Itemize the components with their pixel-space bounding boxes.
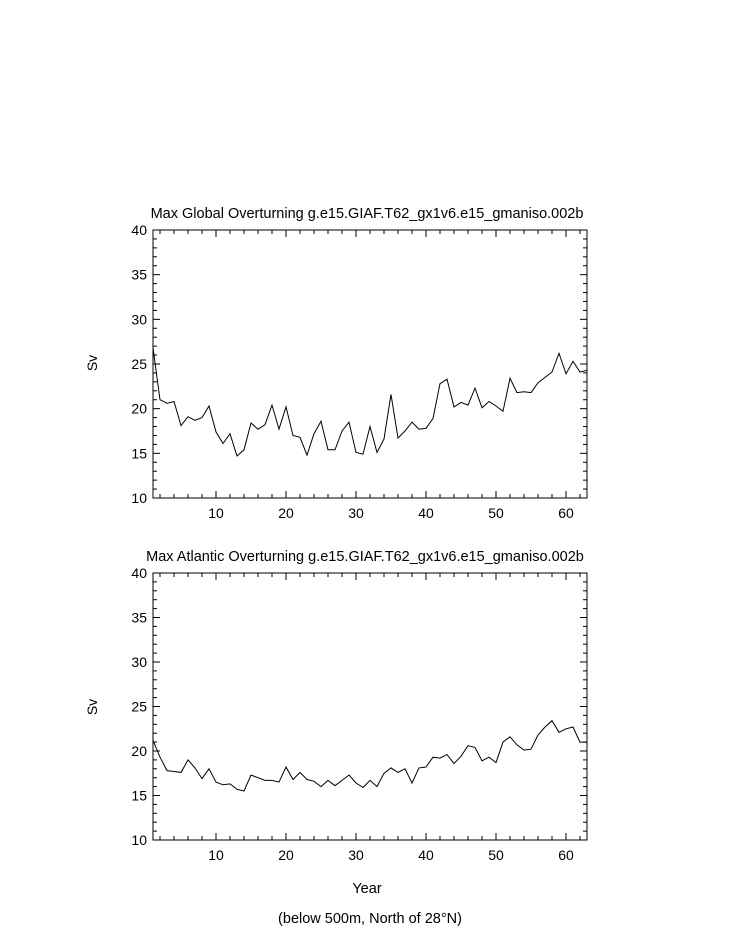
atlantic-series-line	[152, 719, 587, 792]
global-ytick-label: 40	[131, 222, 147, 238]
atlantic-ytick-label: 35	[131, 610, 147, 626]
global-xtick-label: 60	[558, 505, 574, 521]
global-xtick-label: 10	[208, 505, 224, 521]
atlantic-ytick-label: 30	[131, 654, 147, 670]
atlantic-chart-title: Max Atlantic Overturning g.e15.GIAF.T62_…	[146, 549, 584, 565]
atlantic-ytick-label: 40	[131, 565, 147, 581]
global-xtick-label: 40	[418, 505, 434, 521]
global-tick-labels: 10 20 30 40 50 60 10 15 20 25 30 35 40	[131, 222, 574, 521]
global-ytick-label: 35	[131, 267, 147, 283]
global-axis-ticks	[153, 229, 587, 499]
global-xtick-label: 30	[348, 505, 364, 521]
atlantic-ytick-label: 25	[131, 699, 147, 715]
footer-note: (below 500m, North of 28°N)	[278, 911, 462, 927]
atlantic-overturning-panel: Max Atlantic Overturning g.e15.GIAF.T62_…	[84, 549, 588, 897]
atlantic-xtick-label: 40	[418, 847, 434, 863]
global-ytick-label: 25	[131, 356, 147, 372]
global-ytick-label: 15	[131, 445, 147, 461]
atlantic-xtick-label: 20	[278, 847, 294, 863]
atlantic-xtick-label: 60	[558, 847, 574, 863]
atlantic-ytick-label: 20	[131, 743, 147, 759]
atlantic-xtick-label: 50	[488, 847, 504, 863]
atlantic-axis-ticks	[153, 572, 587, 841]
global-series-line	[152, 347, 588, 457]
atlantic-x-axis-label: Year	[352, 881, 381, 897]
global-xtick-label: 50	[488, 505, 504, 521]
global-ytick-label: 20	[131, 401, 147, 417]
global-xtick-label: 20	[278, 505, 294, 521]
global-plot-frame	[152, 229, 588, 499]
global-ytick-label: 30	[131, 311, 147, 327]
global-y-axis-label: Sv	[84, 355, 100, 371]
global-chart-title: Max Global Overturning g.e15.GIAF.T62_gx…	[151, 206, 584, 222]
global-overturning-panel: Max Global Overturning g.e15.GIAF.T62_gx…	[84, 206, 588, 521]
atlantic-ytick-label: 10	[131, 832, 147, 848]
atlantic-xtick-label: 10	[208, 847, 224, 863]
atlantic-tick-labels: 10 20 30 40 50 60 10 15 20 25 30 35 40	[131, 565, 574, 863]
atlantic-ytick-label: 15	[131, 788, 147, 804]
global-ytick-label: 10	[131, 490, 147, 506]
atlantic-y-axis-label: Sv	[84, 699, 100, 715]
atlantic-xtick-label: 30	[348, 847, 364, 863]
atlantic-plot-frame	[152, 572, 588, 841]
